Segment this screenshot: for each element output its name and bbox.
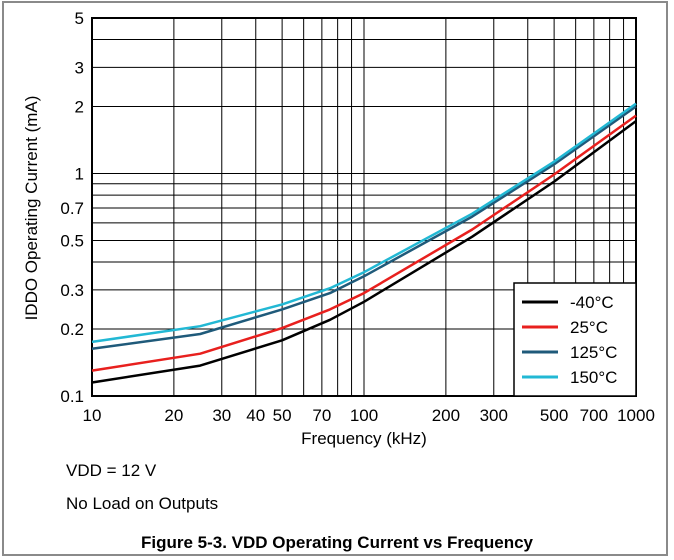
x-axis-label: Frequency (kHz) bbox=[301, 429, 427, 448]
y-tick-label: 2 bbox=[75, 98, 84, 117]
legend: -40°C 25°C 125°C 150°C bbox=[513, 282, 637, 397]
x-tick-label: 70 bbox=[312, 406, 331, 425]
y-tick-label: 3 bbox=[75, 58, 84, 77]
legend-label: 25°C bbox=[570, 318, 608, 337]
x-tick-label: 50 bbox=[273, 406, 292, 425]
series-line bbox=[91, 105, 637, 351]
y-axis-label: IDDO Operating Current (mA) bbox=[22, 96, 41, 321]
y-axis-ticks: 0.1 0.2 0.3 0.5 0.7 1 2 3 5 bbox=[60, 9, 84, 406]
legend-label: 125°C bbox=[570, 343, 617, 362]
x-tick-label: 1000 bbox=[617, 406, 655, 425]
x-tick-label: 700 bbox=[580, 406, 608, 425]
x-tick-label: 20 bbox=[164, 406, 183, 425]
y-tick-label: 0.3 bbox=[60, 281, 84, 300]
y-tick-label: 5 bbox=[75, 9, 84, 28]
x-axis-ticks: 10 20 30 40 50 70 100 200 300 500 700 1000 bbox=[83, 406, 655, 425]
x-tick-label: 10 bbox=[83, 406, 102, 425]
series-lines bbox=[91, 102, 637, 384]
y-tick-label: 0.5 bbox=[60, 231, 84, 250]
legend-label: 150°C bbox=[570, 368, 617, 387]
vdd-note: VDD = 12 V bbox=[66, 461, 157, 480]
series-line bbox=[91, 114, 637, 372]
series-line bbox=[91, 120, 637, 384]
operating-current-chart: 10 20 30 40 50 70 100 200 300 500 700 1000 0.10.20.… bbox=[22, 9, 655, 448]
x-tick-label: 100 bbox=[350, 406, 378, 425]
load-note: No Load on Outputs bbox=[66, 494, 219, 513]
series-line bbox=[91, 102, 637, 344]
y-tick-label: 0.2 bbox=[60, 320, 84, 339]
x-tick-label: 500 bbox=[540, 406, 568, 425]
y-tick-label: 1 bbox=[75, 165, 84, 184]
x-tick-label: 200 bbox=[432, 406, 460, 425]
y-tick-label: 0.1 bbox=[60, 387, 84, 406]
legend-label: -40°C bbox=[570, 293, 614, 312]
figure-frame bbox=[2, 1, 668, 556]
plot-border bbox=[91, 17, 637, 397]
x-tick-label: 30 bbox=[212, 406, 231, 425]
figure-caption: Figure 5-3. VDD Operating Current vs Fre… bbox=[140, 533, 534, 552]
x-tick-label: 300 bbox=[480, 406, 508, 425]
y-tick-label: 0.7 bbox=[60, 199, 84, 218]
x-tick-label: 40 bbox=[246, 406, 265, 425]
